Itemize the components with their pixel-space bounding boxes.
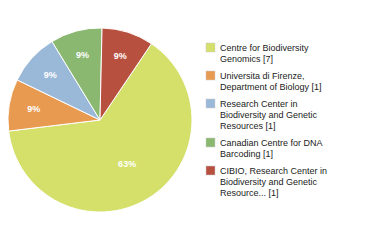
pie-slice bbox=[100, 28, 151, 120]
legend-item: Research Center inBiodiversity and Genet… bbox=[206, 99, 318, 131]
data-label: 9% bbox=[27, 104, 40, 114]
data-label: 9% bbox=[76, 50, 89, 60]
legend-swatch bbox=[206, 71, 215, 80]
data-label: 9% bbox=[114, 51, 127, 61]
legend-item: CIBIO, Research Center inBiodiversity an… bbox=[206, 166, 327, 198]
data-label: 63% bbox=[118, 159, 136, 169]
legend-swatch bbox=[206, 99, 215, 108]
data-labels: 63% 9% 9% 9% 9% bbox=[27, 50, 136, 169]
legend-label: Centre for BiodiversityGenomics [7] bbox=[220, 43, 309, 64]
chart-svg: 63% 9% 9% 9% 9% Centre for BiodiversityGenomi… bbox=[0, 0, 380, 240]
legend-swatch bbox=[206, 43, 215, 52]
legend-item: Canadian Centre for DNABarcoding [1] bbox=[206, 138, 323, 159]
data-label: 9% bbox=[44, 70, 57, 80]
legend-item: Universita di Firenze,Department of Biol… bbox=[206, 71, 322, 92]
pie-group bbox=[8, 28, 192, 212]
legend-swatch bbox=[206, 166, 215, 175]
legend-label: Universita di Firenze,Department of Biol… bbox=[220, 71, 322, 92]
legend-label: CIBIO, Research Center inBiodiversity an… bbox=[220, 166, 327, 198]
legend-item: Centre for BiodiversityGenomics [7] bbox=[206, 43, 309, 64]
pie-slice bbox=[52, 28, 102, 120]
chart-container: 63% 9% 9% 9% 9% Centre for BiodiversityGenomi… bbox=[0, 0, 380, 240]
legend-swatch bbox=[206, 138, 215, 147]
legend: Centre for BiodiversityGenomics [7] Unive… bbox=[206, 43, 327, 198]
legend-label: Research Center inBiodiversity and Genet… bbox=[220, 99, 318, 131]
legend-label: Canadian Centre for DNABarcoding [1] bbox=[220, 138, 323, 159]
